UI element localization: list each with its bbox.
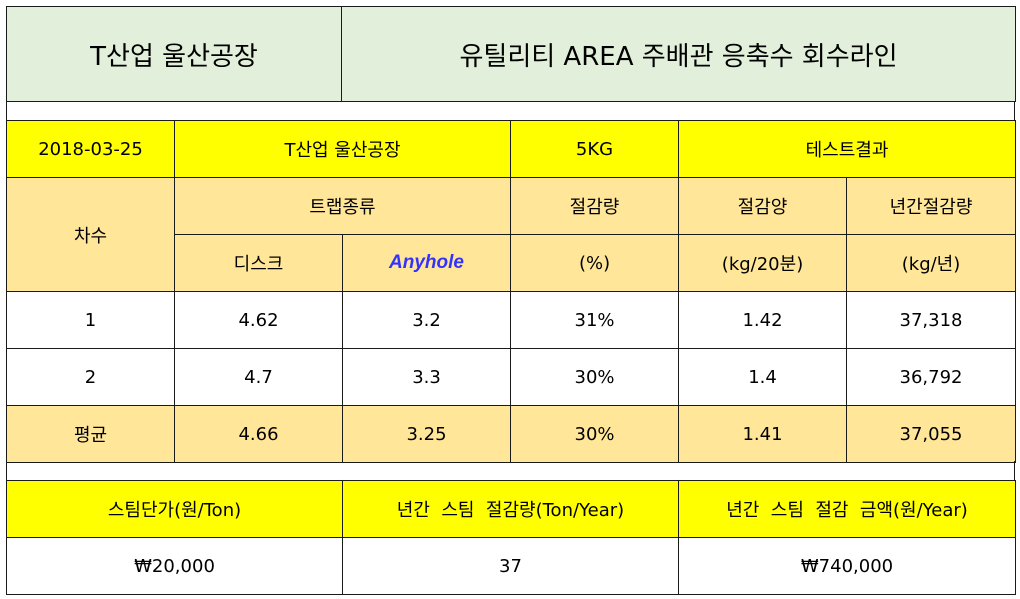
summary-header-row: 스팀단가(원/Ton) 년간 스팀 절감량(Ton/Year) 년간 스팀 절감… [6,480,1016,538]
trap-type-header: 트랩종류 [173,177,512,235]
reduction-amount-header: 절감양 [678,177,848,235]
average-anyhole: 3.25 [341,405,512,463]
average-annual: 37,055 [846,405,1017,463]
reduction-rate-header: 절감량 [510,177,680,235]
row-round: 1 [6,291,175,349]
percent-unit: (%) [510,234,680,292]
table-row: 2 4.7 3.3 30% 1.4 36,792 [6,348,1017,406]
title-company: T산업 울산공장 [6,6,342,102]
test-date: 2018-03-25 [6,120,175,178]
disc-header: 디스크 [174,234,343,292]
header-row-2: 디스크 Anyhole (%) (kg/20분) (kg/년) [6,234,1017,292]
steam-price-value: ₩20,000 [6,537,343,595]
average-label: 평균 [6,405,175,463]
title-subject: 유틸리티 AREA 주배관 응축수 회수라인 [341,6,1016,102]
row-rate: 31% [510,291,680,349]
row-amount: 1.4 [678,348,848,406]
annual-amount-value: ₩740,000 [678,537,1016,595]
header-row-1: 차수 트랩종류 절감량 절감양 년간절감량 [6,177,1017,292]
row-annual: 36,792 [846,348,1017,406]
average-disc: 4.66 [174,405,343,463]
row-rate: 30% [510,348,680,406]
title-table: T산업 울산공장 유틸리티 AREA 주배관 응축수 회수라인 [6,6,1016,102]
spacer-row [6,461,1015,480]
row-amount: 1.42 [678,291,848,349]
results-table: 2018-03-25 T산업 울산공장 5KG 테스트결과 차수 트랩종류 절감… [6,120,1017,463]
row-anyhole: 3.3 [341,348,512,406]
annual-amount-label: 년간 스팀 절감 금액(원/Year) [678,480,1016,538]
annual-reduction-header: 년간절감량 [846,177,1017,235]
row-round: 2 [6,348,175,406]
info-company: T산업 울산공장 [173,120,512,178]
kg-year-unit: (kg/년) [846,234,1017,292]
round-header: 차수 [6,177,175,292]
spacer-row [6,101,1015,120]
info-weight: 5KG [510,120,680,178]
table-row: 1 4.62 3.2 31% 1.42 37,318 [6,291,1017,349]
summary-value-row: ₩20,000 37 ₩740,000 [6,537,1016,595]
row-anyhole: 3.2 [341,291,512,349]
average-amount: 1.41 [678,405,848,463]
annual-steam-label: 년간 스팀 절감량(Ton/Year) [342,480,679,538]
steam-price-label: 스팀단가(원/Ton) [6,480,343,538]
average-row: 평균 4.66 3.25 30% 1.41 37,055 [6,405,1017,463]
row-disc: 4.7 [174,348,343,406]
kg-unit: (kg/20분) [678,234,848,292]
test-result-label: 테스트결과 [678,120,1017,178]
summary-table: 스팀단가(원/Ton) 년간 스팀 절감량(Ton/Year) 년간 스팀 절감… [6,480,1016,595]
row-annual: 37,318 [846,291,1017,349]
info-row: 2018-03-25 T산업 울산공장 5KG 테스트결과 [6,120,1017,178]
anyhole-header: Anyhole [341,234,512,292]
row-disc: 4.62 [174,291,343,349]
annual-steam-value: 37 [342,537,679,595]
average-rate: 30% [510,405,680,463]
